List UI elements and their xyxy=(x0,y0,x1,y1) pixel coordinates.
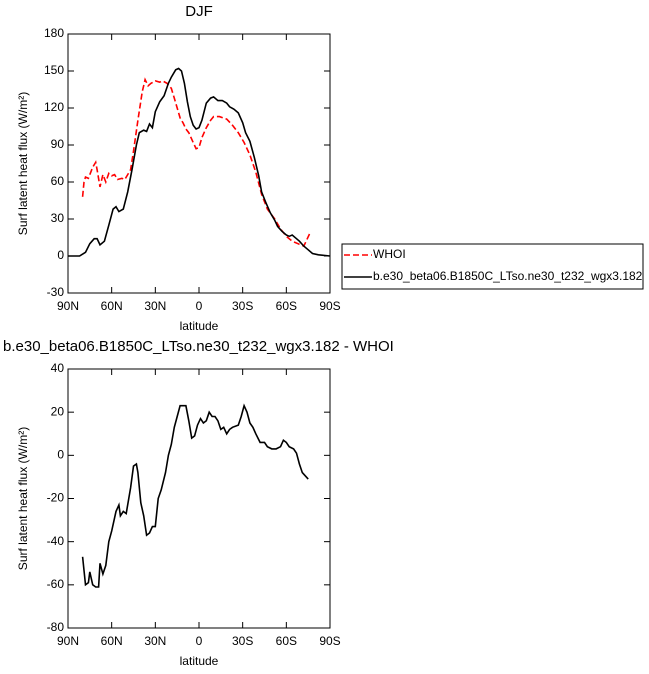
x-tick-label: 60S xyxy=(276,634,297,648)
legend-label: b.e30_beta06.B1850C_LTso.ne30_t232_wgx3.… xyxy=(373,269,643,283)
plot-frame xyxy=(67,368,331,629)
y-tick-label: 60 xyxy=(51,174,65,188)
y-tick-label: 40 xyxy=(51,361,65,375)
y-tick-label: 20 xyxy=(51,404,65,418)
x-axis-label: latitude xyxy=(180,319,219,333)
x-tick-label: 60S xyxy=(276,299,297,313)
x-tick-label: 90N xyxy=(57,634,79,648)
y-tick-label: -40 xyxy=(47,534,65,548)
y-tick-label: -60 xyxy=(47,577,65,591)
y-tick-label: 0 xyxy=(57,248,64,262)
x-tick-label: 90N xyxy=(57,299,79,313)
y-axis-label: Surf latent heat flux (W/m²) xyxy=(16,427,30,570)
y-tick-label: 90 xyxy=(51,137,65,151)
y-tick-label: -30 xyxy=(47,285,65,299)
legend-box xyxy=(341,243,644,290)
series-line xyxy=(68,67,331,257)
x-tick-label: 30S xyxy=(232,634,253,648)
legend-label: WHOI xyxy=(373,247,406,261)
y-tick-label: 0 xyxy=(57,448,64,462)
chart-title: b.e30_beta06.B1850C_LTso.ne30_t232_wgx3.… xyxy=(3,338,394,355)
y-tick-label: -80 xyxy=(47,620,65,634)
y-tick-label: 150 xyxy=(44,63,64,77)
x-tick-label: 60N xyxy=(101,634,123,648)
x-tick-label: 30N xyxy=(144,299,166,313)
y-tick-label: -20 xyxy=(47,491,65,505)
x-tick-label: 0 xyxy=(196,299,203,313)
x-tick-label: 30S xyxy=(232,299,253,313)
y-tick-label: 120 xyxy=(44,100,64,114)
chart-title: DJF xyxy=(185,3,213,20)
y-axis-label: Surf latent heat flux (W/m²) xyxy=(16,92,30,235)
x-tick-label: 90S xyxy=(319,634,340,648)
x-axis-label: latitude xyxy=(180,654,219,668)
x-tick-label: 30N xyxy=(144,634,166,648)
x-tick-label: 0 xyxy=(196,634,203,648)
series-line xyxy=(81,403,309,588)
y-tick-label: 30 xyxy=(51,211,65,225)
x-tick-label: 90S xyxy=(319,299,340,313)
x-tick-label: 60N xyxy=(101,299,123,313)
plot-frame xyxy=(67,33,331,294)
series-line xyxy=(81,77,311,248)
y-tick-label: 180 xyxy=(44,26,64,40)
